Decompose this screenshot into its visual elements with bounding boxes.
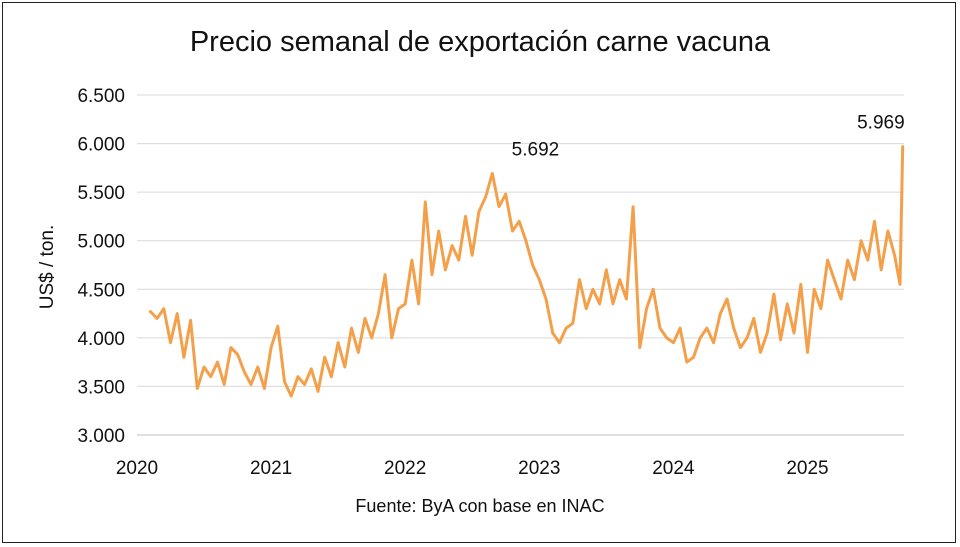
chart-title: Precio semanal de exportación carne vacu… xyxy=(189,26,771,58)
data-label: 5.969 xyxy=(857,113,905,134)
y-tick-label: 6.000 xyxy=(77,135,125,156)
y-tick-labels: 3.000 3.500 4.000 4.500 5.000 5.500 6.000 6.500 xyxy=(77,86,125,447)
x-tick-label: 2025 xyxy=(786,458,828,479)
x-tick-label: 2021 xyxy=(250,458,292,479)
series-layer xyxy=(148,145,905,398)
y-tick-label: 5.000 xyxy=(77,232,125,253)
y-tick-label: 4.500 xyxy=(77,280,125,301)
chart-source: Fuente: ByA con base en INAC xyxy=(355,496,605,516)
y-tick-label: 5.500 xyxy=(77,183,125,204)
y-tick-label: 4.000 xyxy=(77,329,125,350)
annotations-layer: 5.692 5.969 xyxy=(512,113,905,161)
price-series-line xyxy=(148,145,905,398)
y-tick-label: 6.500 xyxy=(77,86,125,107)
x-tick-label: 2020 xyxy=(116,458,158,479)
x-tick-label: 2024 xyxy=(652,458,695,479)
y-tick-label: 3.000 xyxy=(77,426,125,447)
x-tick-labels: 2020 2021 2022 2023 2024 2025 xyxy=(116,458,829,479)
y-tick-label: 3.500 xyxy=(77,377,125,398)
data-label: 5.692 xyxy=(512,139,560,160)
x-tick-label: 2022 xyxy=(384,458,426,479)
x-tick-label: 2023 xyxy=(518,458,560,479)
